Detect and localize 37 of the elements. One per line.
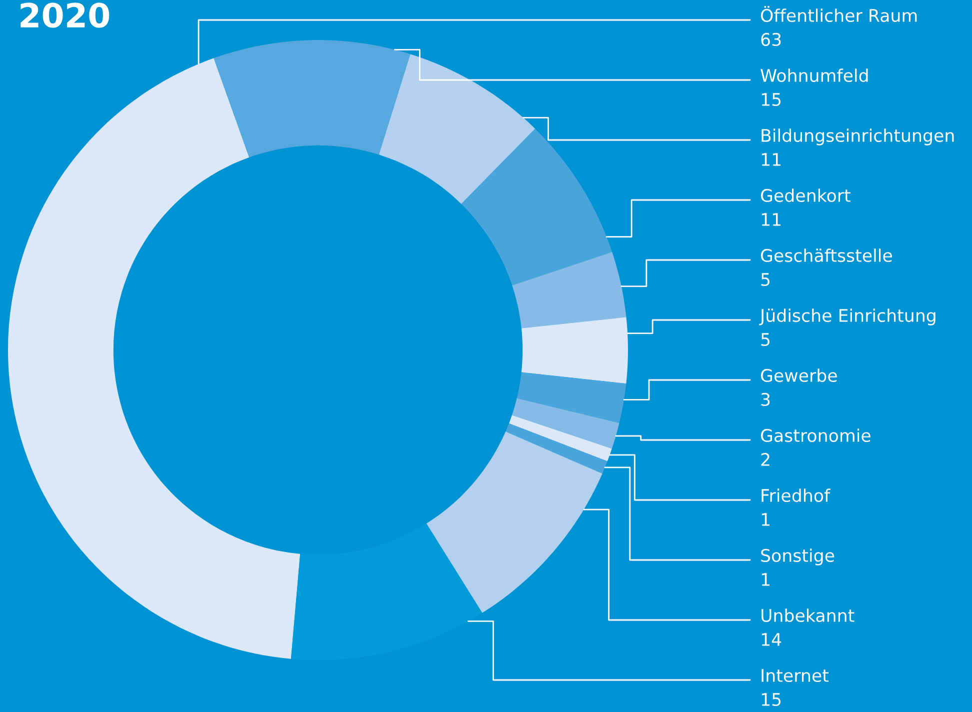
donut-slice bbox=[461, 128, 612, 286]
data-label: 14 bbox=[762, 633, 782, 646]
slice-label: Internet bbox=[762, 669, 829, 682]
donut-slice bbox=[512, 252, 626, 328]
donut-slice bbox=[290, 524, 482, 660]
slice-label: Gewerbe bbox=[760, 368, 837, 382]
donut-slice bbox=[214, 40, 410, 158]
data-label: 2 bbox=[761, 452, 770, 466]
data-label: 5 bbox=[761, 333, 770, 346]
data-label: 1 bbox=[762, 513, 770, 526]
slice-label: Wohnumfeld bbox=[760, 68, 868, 82]
slice-label: Sonstige bbox=[761, 548, 834, 566]
data-label: 63 bbox=[761, 32, 781, 46]
data-label: 11 bbox=[762, 153, 780, 166]
slice-label: Gedenkort bbox=[760, 188, 850, 202]
slice-label: Unbekannt bbox=[762, 608, 854, 622]
donut-slice bbox=[8, 58, 300, 659]
donut-slice bbox=[521, 317, 628, 384]
donut-slice bbox=[506, 423, 608, 474]
donut-slice bbox=[508, 415, 612, 462]
data-label: 5 bbox=[761, 273, 770, 286]
slice-label: Friedhof bbox=[762, 488, 830, 502]
donut-slice bbox=[516, 372, 626, 424]
slice-label: Gastronomie bbox=[760, 428, 870, 442]
donut-slice bbox=[378, 54, 536, 204]
chart-title: 2020 bbox=[20, 2, 110, 28]
slice-label: Geschäftsstelle bbox=[760, 248, 892, 262]
data-label: 3 bbox=[761, 392, 770, 406]
slice-label: Bildungseinrichtungen bbox=[762, 128, 954, 146]
slice-label: Jüdische Einrichtung bbox=[759, 308, 936, 326]
donut-slice bbox=[512, 398, 620, 449]
data-label: 1 bbox=[762, 573, 770, 586]
data-label: 15 bbox=[762, 93, 781, 106]
data-label: 15 bbox=[762, 693, 781, 706]
data-label: 11 bbox=[762, 213, 780, 226]
slice-label: Öffentlicher Raum bbox=[760, 6, 917, 22]
donut-slice bbox=[426, 432, 602, 613]
